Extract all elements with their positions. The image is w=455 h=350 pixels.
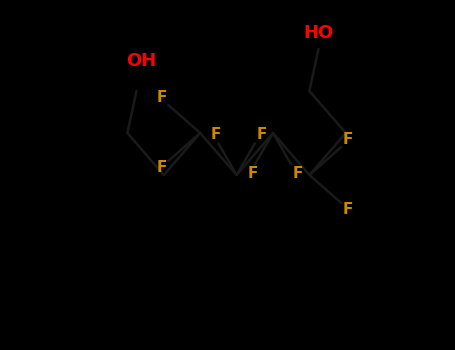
Text: HO: HO bbox=[303, 24, 334, 42]
Text: F: F bbox=[211, 127, 221, 142]
Text: F: F bbox=[157, 161, 167, 175]
Text: F: F bbox=[343, 203, 353, 217]
Text: F: F bbox=[343, 133, 353, 147]
Text: F: F bbox=[293, 166, 303, 181]
Text: F: F bbox=[257, 127, 267, 142]
Text: F: F bbox=[157, 91, 167, 105]
Text: OH: OH bbox=[126, 52, 156, 70]
Text: F: F bbox=[248, 166, 258, 181]
